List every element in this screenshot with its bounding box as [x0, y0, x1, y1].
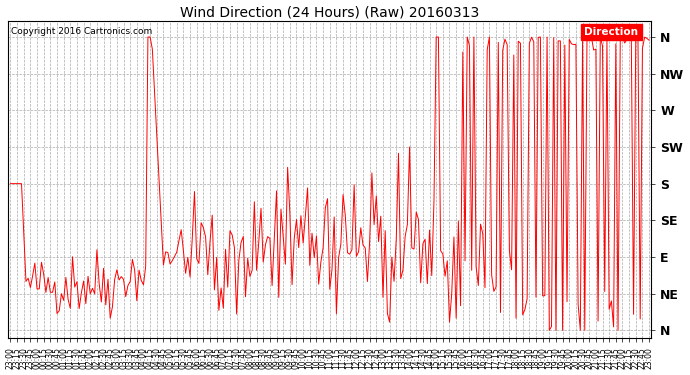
Text: Direction: Direction [584, 27, 638, 37]
Title: Wind Direction (24 Hours) (Raw) 20160313: Wind Direction (24 Hours) (Raw) 20160313 [180, 6, 480, 20]
Text: Copyright 2016 Cartronics.com: Copyright 2016 Cartronics.com [12, 27, 152, 36]
